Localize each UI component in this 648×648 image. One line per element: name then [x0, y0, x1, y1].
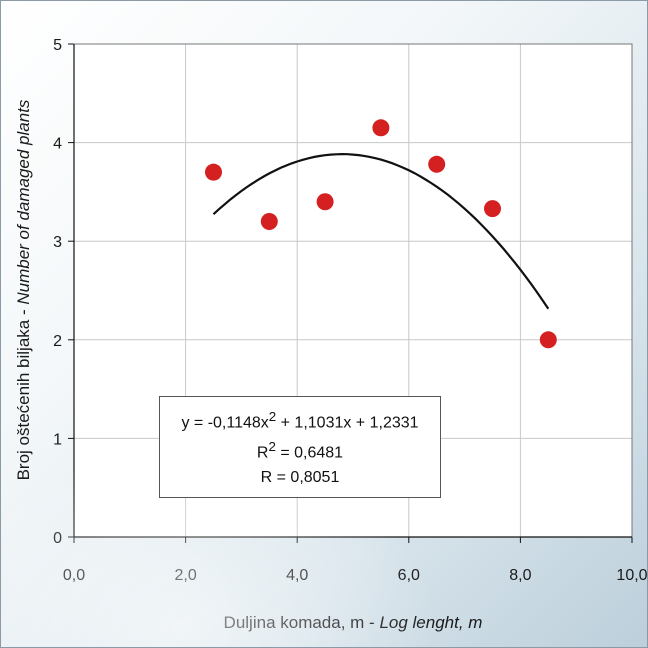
y-tick-label: 0 — [53, 530, 62, 547]
x-tick-label: 8,0 — [509, 567, 531, 584]
y-tick-label: 5 — [53, 37, 62, 54]
axes — [68, 43, 633, 543]
x-tick-label: 6,0 — [398, 567, 420, 584]
data-point — [316, 193, 334, 211]
data-point — [205, 163, 222, 181]
y-tick-label: 1 — [53, 431, 62, 448]
x-tick-label: 10,0 — [616, 567, 647, 584]
y-axis-title: Broj oštećenih biljaka - Number of damag… — [14, 99, 33, 480]
y-tick-label: 3 — [53, 234, 62, 251]
equation-prefix: y = -0,1148x — [181, 414, 269, 432]
data-point — [372, 119, 390, 137]
x-axis-title: Duljina komada, m - Log lenght, m — [224, 613, 483, 632]
regression-equation-box: y = -0,1148x2 + 1,1031x + 1,2331 R2 = 0,… — [159, 396, 441, 498]
x-tick-labels: 0,0 2,0 4,0 6,0 8,0 10,0 — [63, 567, 647, 584]
data-point — [484, 200, 501, 218]
equation-exponent: 2 — [268, 409, 277, 424]
y-tick-labels: 0 1 2 3 4 5 — [53, 37, 62, 547]
y-tick-label: 4 — [53, 136, 62, 153]
r-line: R = 0,8051 — [260, 468, 340, 486]
data-point — [428, 155, 446, 173]
trendline — [212, 152, 550, 310]
data-point — [539, 331, 557, 349]
equation-line: y = -0,1148x2 + 1,1031x + 1,2331 — [160, 405, 440, 435]
x-tick-label: 4,0 — [286, 567, 308, 584]
data-point — [260, 212, 278, 230]
x-axis-title-italic: Log lenght, m — [379, 613, 482, 632]
data-points — [205, 119, 557, 349]
r-squared-suffix: = 0,6481 — [275, 444, 344, 462]
r-squared-exponent: 2 — [268, 439, 276, 455]
r-squared-prefix: R — [256, 444, 269, 462]
y-tick-label: 2 — [53, 333, 62, 350]
equation-suffix: + 1,1031x + 1,2331 — [276, 414, 419, 432]
x-tick-label: 0,0 — [63, 567, 85, 584]
r-squared-line: R2 = 0,6481 — [160, 435, 440, 465]
x-axis-title-main: Duljina komada, m - — [224, 613, 380, 632]
y-axis-title-italic: Number of damaged plants — [14, 99, 33, 305]
x-tick-label: 2,0 — [174, 567, 196, 584]
y-axis-title-main: Broj oštećenih biljaka - — [14, 305, 33, 481]
